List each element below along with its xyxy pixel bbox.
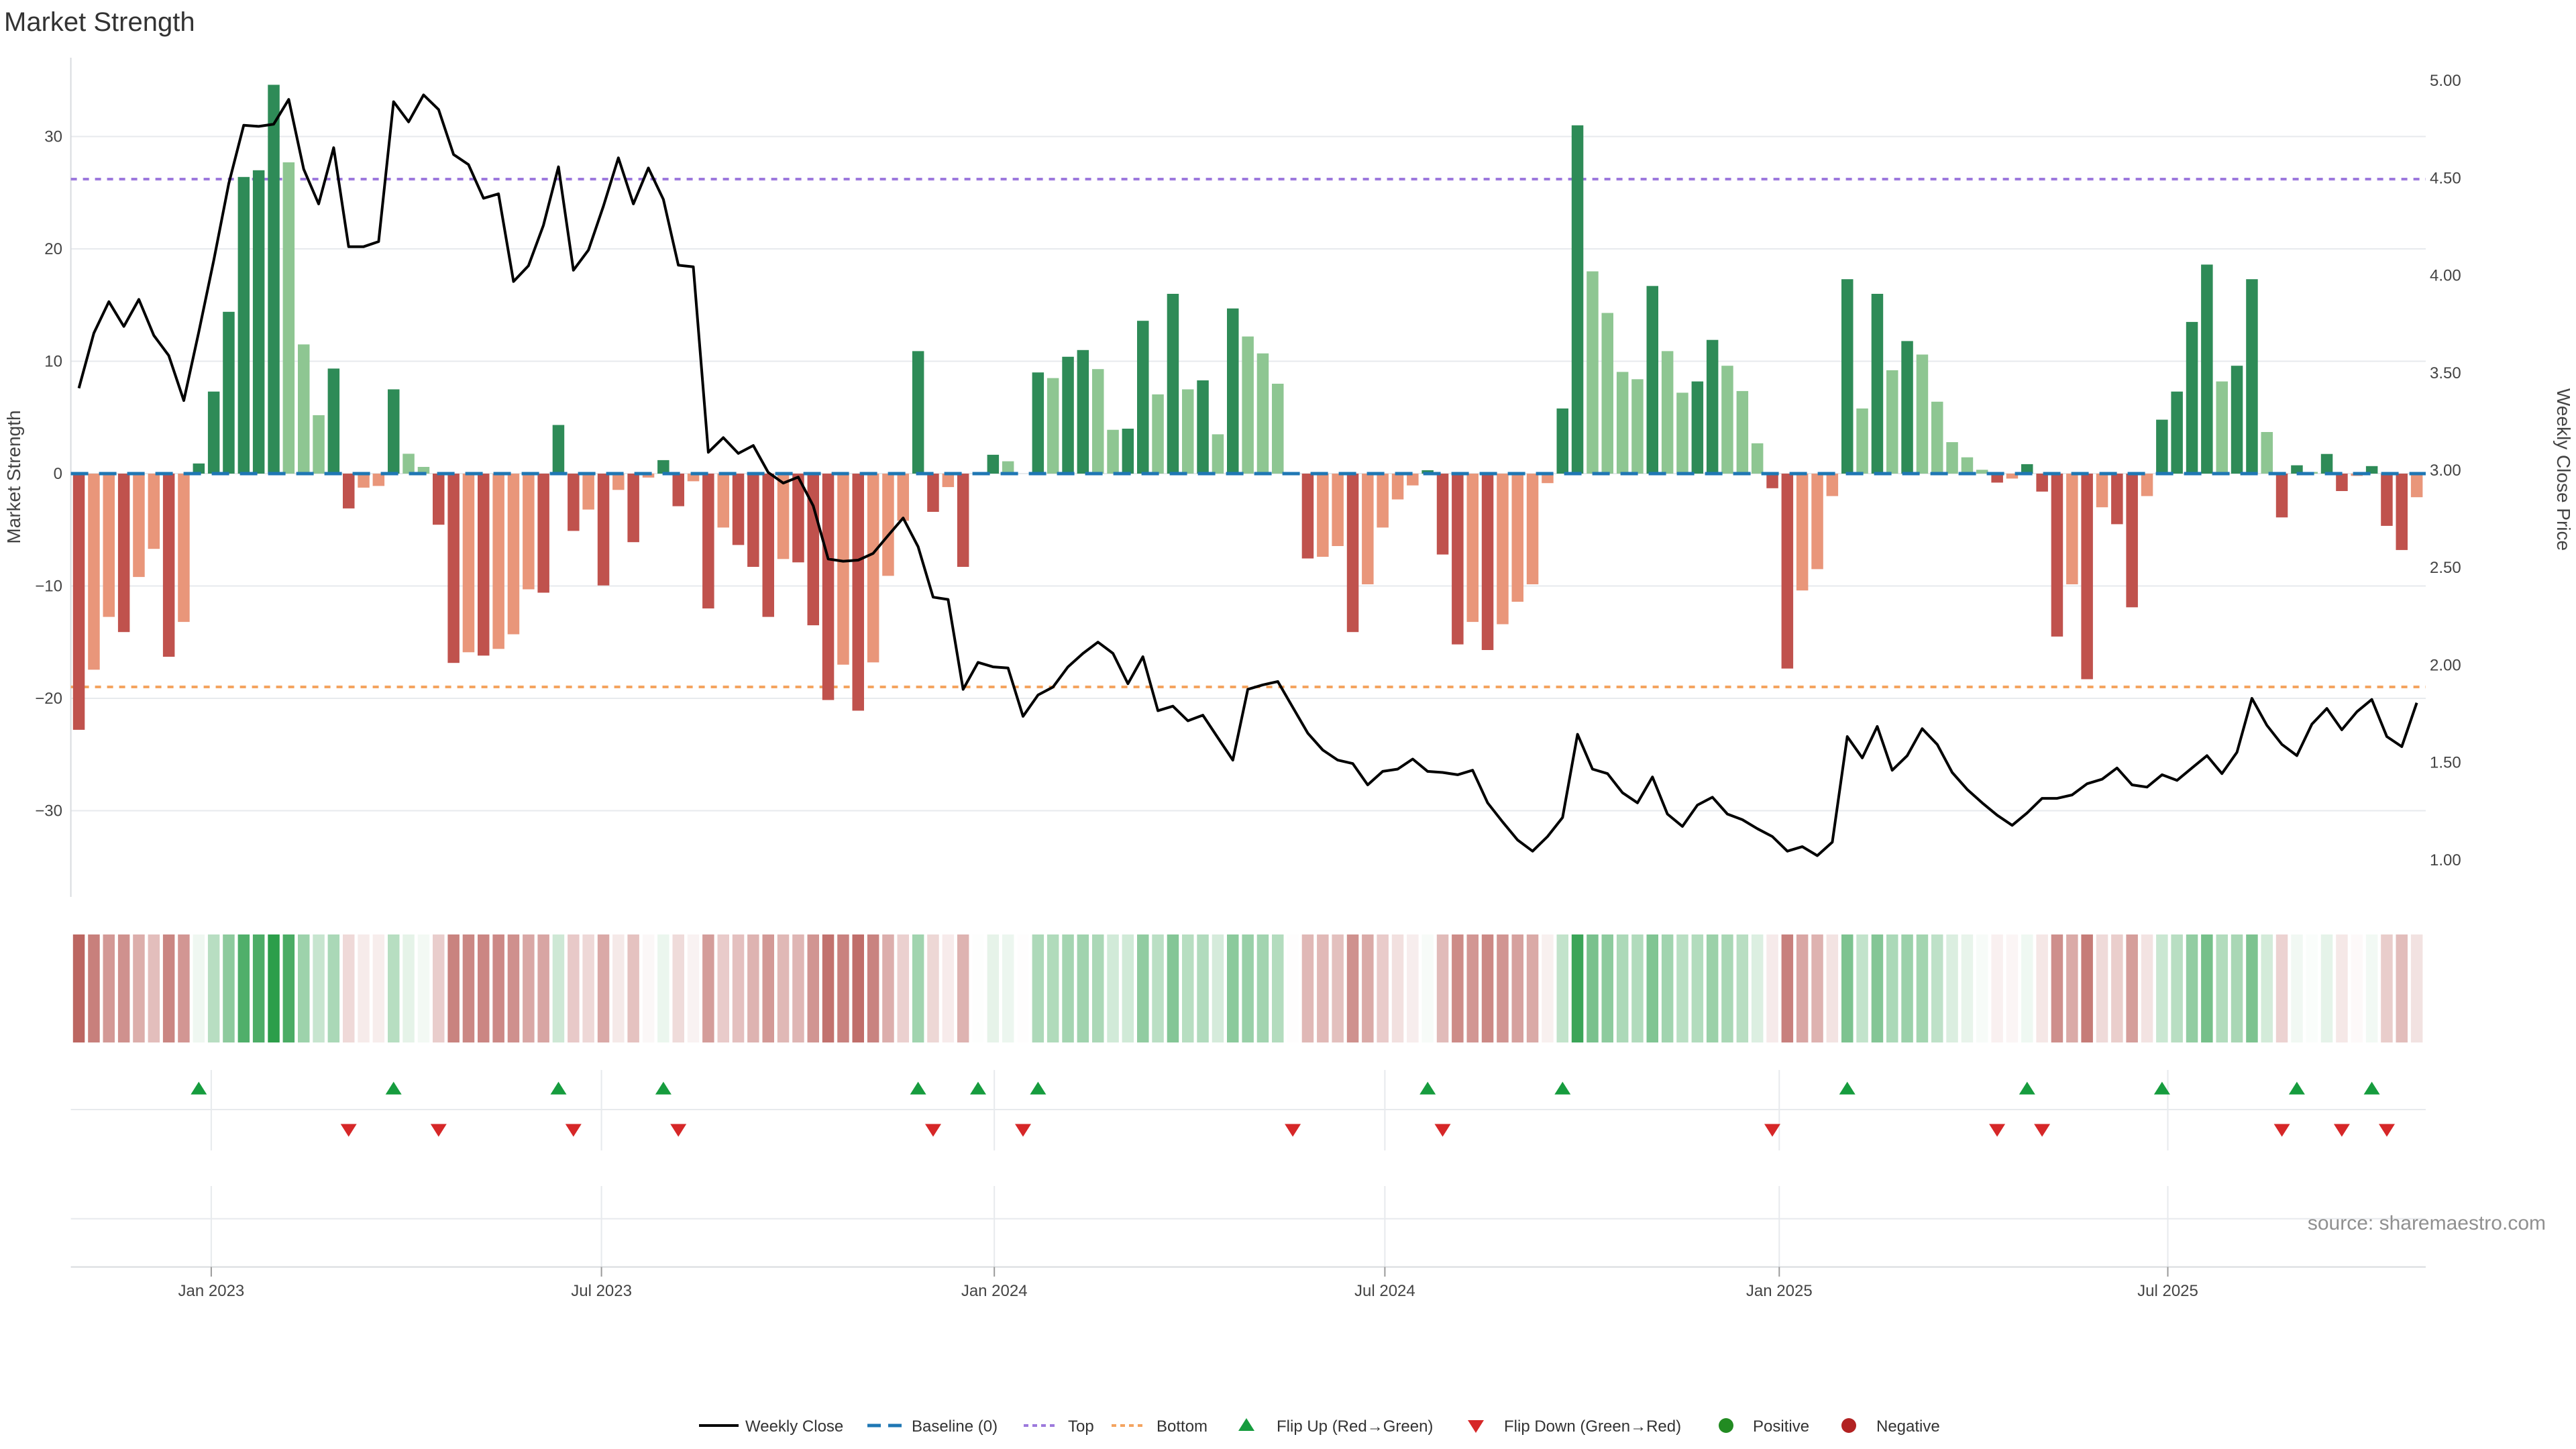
svg-text:Weekly Close Price: Weekly Close Price bbox=[2553, 388, 2574, 551]
svg-text:Flip Up (Red→Green): Flip Up (Red→Green) bbox=[1277, 1417, 1433, 1436]
svg-text:30: 30 bbox=[44, 128, 62, 146]
svg-text:2.50: 2.50 bbox=[2430, 559, 2461, 577]
svg-text:Negative: Negative bbox=[1876, 1417, 1940, 1436]
svg-text:4.00: 4.00 bbox=[2430, 267, 2461, 285]
svg-text:5.00: 5.00 bbox=[2430, 72, 2461, 90]
svg-text:4.50: 4.50 bbox=[2430, 169, 2461, 187]
svg-text:1.00: 1.00 bbox=[2430, 851, 2461, 869]
svg-text:Market Strength: Market Strength bbox=[4, 7, 195, 37]
svg-text:Jul 2023: Jul 2023 bbox=[571, 1282, 632, 1300]
svg-text:Baseline (0): Baseline (0) bbox=[912, 1417, 998, 1436]
svg-text:Jan 2024: Jan 2024 bbox=[961, 1282, 1028, 1300]
svg-text:10: 10 bbox=[44, 353, 62, 371]
svg-text:Flip Down (Green→Red): Flip Down (Green→Red) bbox=[1504, 1417, 1681, 1436]
svg-text:2.00: 2.00 bbox=[2430, 656, 2461, 674]
svg-text:−30: −30 bbox=[35, 802, 62, 820]
svg-text:Bottom: Bottom bbox=[1157, 1417, 1208, 1436]
svg-text:20: 20 bbox=[44, 240, 62, 258]
svg-text:Weekly Close: Weekly Close bbox=[745, 1417, 843, 1436]
svg-text:3.50: 3.50 bbox=[2430, 364, 2461, 382]
svg-text:Top: Top bbox=[1068, 1417, 1094, 1436]
svg-text:0: 0 bbox=[54, 465, 62, 483]
svg-text:Jan 2025: Jan 2025 bbox=[1746, 1282, 1813, 1300]
svg-text:1.50: 1.50 bbox=[2430, 754, 2461, 772]
svg-text:Jul 2025: Jul 2025 bbox=[2137, 1282, 2198, 1300]
svg-text:source: sharemaestro.com: source: sharemaestro.com bbox=[2308, 1212, 2546, 1234]
svg-text:Jul 2024: Jul 2024 bbox=[1354, 1282, 1415, 1300]
svg-text:Jan 2023: Jan 2023 bbox=[178, 1282, 245, 1300]
svg-text:−10: −10 bbox=[35, 578, 62, 596]
svg-text:−20: −20 bbox=[35, 690, 62, 708]
svg-text:3.00: 3.00 bbox=[2430, 462, 2461, 480]
svg-text:Positive: Positive bbox=[1753, 1417, 1809, 1436]
svg-text:Market Strength: Market Strength bbox=[3, 410, 24, 543]
